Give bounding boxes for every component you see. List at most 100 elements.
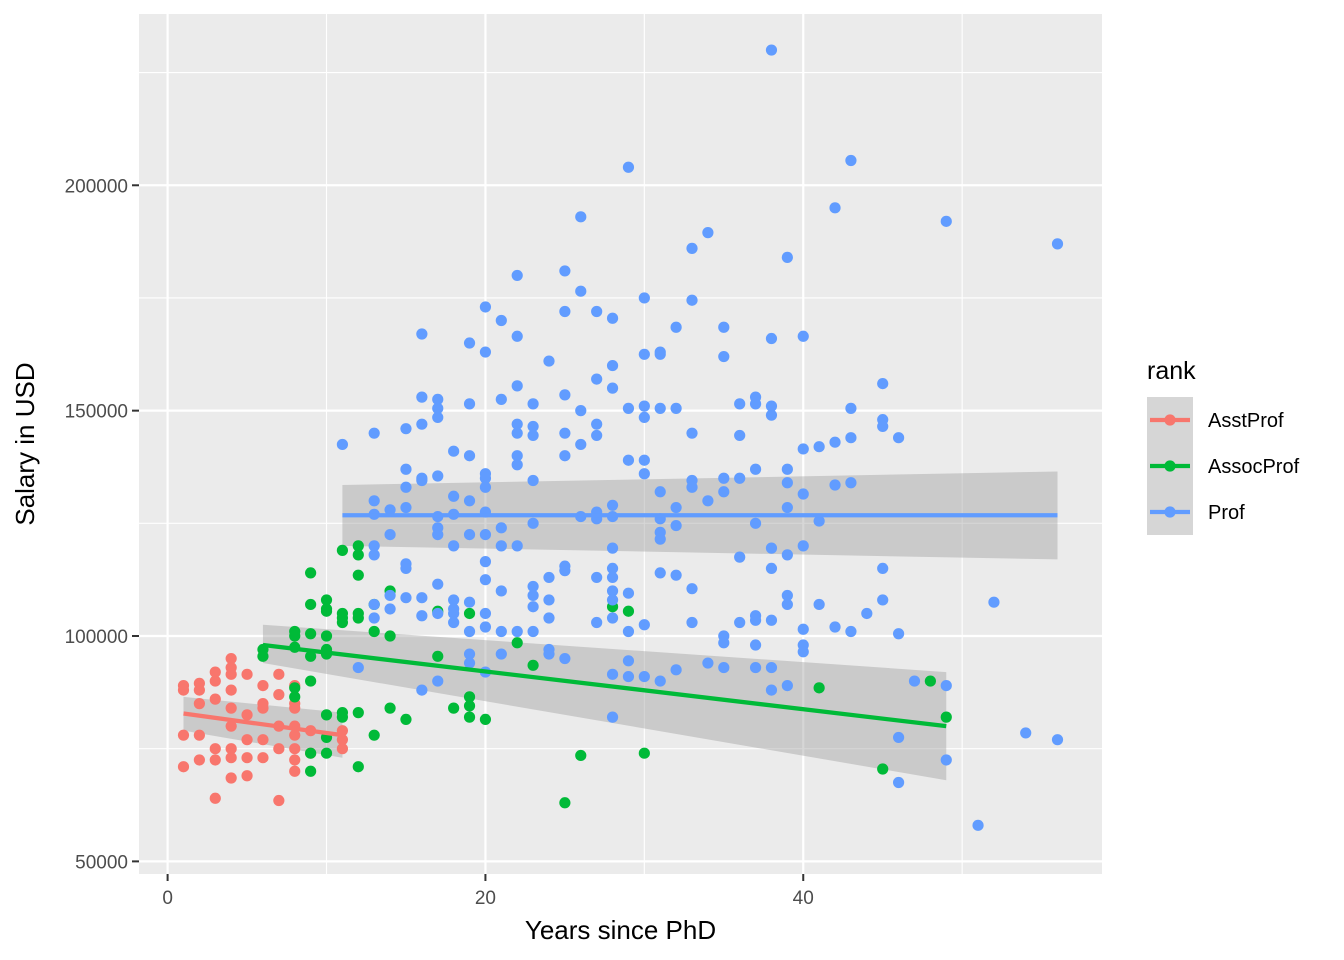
point-prof <box>575 438 587 451</box>
point-prof <box>638 468 650 480</box>
point-assocprof <box>352 549 364 561</box>
point-prof <box>495 522 507 534</box>
point-prof <box>765 542 778 554</box>
point-prof <box>511 459 523 471</box>
point-prof <box>781 679 793 692</box>
point-prof <box>495 393 507 405</box>
point-asstprof <box>273 794 285 807</box>
point-prof <box>527 517 539 529</box>
point-prof <box>670 519 682 532</box>
point-prof <box>638 292 650 304</box>
point-prof <box>479 607 492 620</box>
point-prof <box>591 429 603 442</box>
point-prof <box>368 612 380 624</box>
point-prof <box>781 501 793 514</box>
point-assocprof <box>384 630 396 642</box>
x-tick-label: 0 <box>162 888 173 909</box>
point-prof <box>511 269 523 282</box>
point-prof <box>416 474 428 487</box>
point-prof <box>813 598 825 611</box>
point-prof <box>670 569 682 581</box>
point-prof <box>765 684 778 696</box>
point-prof <box>845 154 857 167</box>
point-asstprof <box>209 675 221 687</box>
point-prof <box>749 639 762 651</box>
point-prof <box>495 648 507 660</box>
point-prof <box>400 481 412 493</box>
point-prof <box>463 528 476 541</box>
point-asstprof <box>225 743 237 755</box>
point-prof <box>829 479 841 491</box>
point-prof <box>734 616 746 629</box>
point-prof <box>591 373 603 385</box>
point-asstprof <box>241 668 253 680</box>
point-prof <box>686 616 698 629</box>
trend-lines <box>183 513 1058 738</box>
point-prof <box>813 515 825 527</box>
point-assocprof <box>352 707 364 719</box>
point-assocprof <box>305 765 317 777</box>
point-prof <box>845 432 857 444</box>
point-asstprof <box>273 689 285 701</box>
point-assocprof <box>320 594 333 606</box>
point-prof <box>877 594 889 606</box>
point-asstprof <box>225 720 237 732</box>
point-prof <box>988 596 1000 608</box>
point-prof <box>559 652 571 665</box>
point-asstprof <box>241 709 253 721</box>
point-prof <box>463 657 476 669</box>
point-prof <box>432 578 444 590</box>
point-asstprof <box>257 679 269 692</box>
point-prof <box>368 549 380 561</box>
point-asstprof <box>241 734 253 746</box>
point-prof <box>877 420 889 433</box>
legend-key-point <box>1164 460 1176 472</box>
point-prof <box>495 314 507 327</box>
point-prof <box>877 378 889 390</box>
point-asstprof <box>289 743 301 755</box>
point-prof <box>559 305 571 318</box>
point-prof <box>543 648 555 660</box>
point-prof <box>1051 238 1064 250</box>
point-assocprof <box>622 605 635 617</box>
point-prof <box>368 427 380 439</box>
point-prof <box>940 754 952 766</box>
point-prof <box>781 251 793 263</box>
point-prof <box>606 542 619 554</box>
point-prof <box>654 402 666 414</box>
point-prof <box>479 621 492 633</box>
point-prof <box>606 562 619 575</box>
point-prof <box>781 589 793 602</box>
point-prof <box>336 438 349 451</box>
point-prof <box>638 454 650 466</box>
point-prof <box>416 684 428 696</box>
point-prof <box>638 400 650 412</box>
point-assocprof <box>479 713 492 725</box>
point-prof <box>892 731 905 744</box>
x-tick-label: 40 <box>793 888 814 909</box>
point-assocprof <box>924 675 936 687</box>
point-prof <box>559 565 571 577</box>
point-prof <box>940 679 952 692</box>
point-asstprof <box>336 743 349 755</box>
point-prof <box>797 540 809 552</box>
point-prof <box>686 481 698 493</box>
point-prof <box>479 346 492 358</box>
point-prof <box>829 202 841 214</box>
point-prof <box>511 380 523 392</box>
point-prof <box>765 400 778 412</box>
point-prof <box>400 463 412 475</box>
point-prof <box>543 355 555 367</box>
point-prof <box>892 432 905 444</box>
point-prof <box>972 819 984 831</box>
point-asstprof <box>225 772 237 784</box>
y-tick-label: 100000 <box>65 627 128 648</box>
point-prof <box>527 601 539 613</box>
point-asstprof <box>225 684 237 696</box>
legend-key-point <box>1164 506 1176 518</box>
point-prof <box>861 607 873 620</box>
point-asstprof <box>257 702 269 714</box>
point-assocprof <box>336 711 349 723</box>
point-assocprof <box>463 607 476 620</box>
point-asstprof <box>209 792 221 804</box>
